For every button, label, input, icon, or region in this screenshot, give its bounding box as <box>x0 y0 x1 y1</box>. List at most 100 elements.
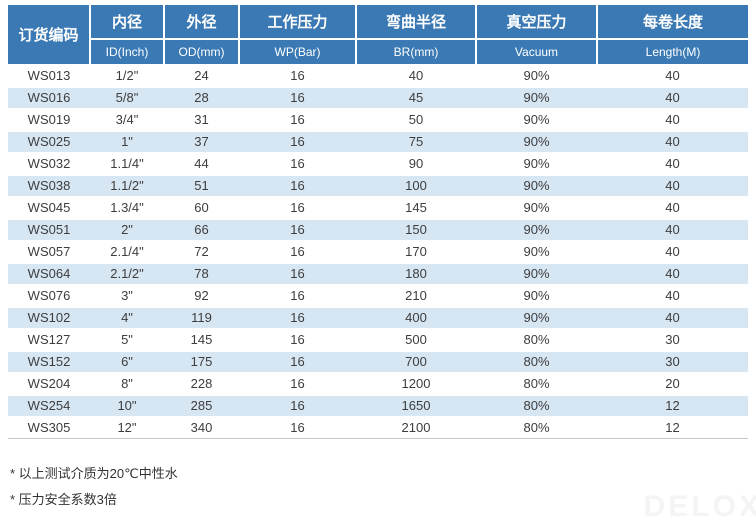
table-row: WS038 1.1/2" 51 16 100 90% 40 <box>8 174 748 197</box>
cell-order-code: WS032 <box>8 152 90 175</box>
cell-vacuum-pressure: 90% <box>476 174 597 197</box>
table-header: 订货编码 内径 外径 工作压力 弯曲半径 真空压力 每卷长度 ID(Inch) … <box>8 5 748 65</box>
cell-roll-length: 40 <box>597 196 748 219</box>
cell-outer-diameter: 72 <box>164 240 239 263</box>
cell-order-code: WS102 <box>8 306 90 329</box>
cell-bend-radius: 210 <box>356 284 476 307</box>
cell-working-pressure: 16 <box>239 262 356 285</box>
cell-inner-diameter: 1.3/4" <box>90 196 164 219</box>
cell-bend-radius: 145 <box>356 196 476 219</box>
table-row: WS013 1/2" 24 16 40 90% 40 <box>8 64 748 87</box>
col-subheader-vacuum: Vacuum <box>475 39 597 65</box>
col-header-outer-diameter: 外径 <box>163 5 239 40</box>
cell-bend-radius: 2100 <box>356 416 476 439</box>
cell-vacuum-pressure: 90% <box>476 108 597 131</box>
cell-inner-diameter: 3/4" <box>90 108 164 131</box>
cell-working-pressure: 16 <box>239 108 356 131</box>
cell-working-pressure: 16 <box>239 240 356 263</box>
table-row: WS076 3" 92 16 210 90% 40 <box>8 284 748 307</box>
catalog-spec-page: 订货编码 内径 外径 工作压力 弯曲半径 真空压力 每卷长度 ID(Inch) … <box>0 5 756 523</box>
cell-roll-length: 40 <box>597 284 748 307</box>
note-safety-factor: * 压力安全系数3倍 <box>10 492 117 507</box>
cell-outer-diameter: 285 <box>164 394 239 417</box>
col-subheader-od-mm: OD(mm) <box>163 39 239 65</box>
cell-vacuum-pressure: 90% <box>476 152 597 175</box>
cell-bend-radius: 1200 <box>356 372 476 395</box>
cell-working-pressure: 16 <box>239 372 356 395</box>
cell-outer-diameter: 28 <box>164 86 239 109</box>
cell-working-pressure: 16 <box>239 152 356 175</box>
cell-outer-diameter: 66 <box>164 218 239 241</box>
footnotes: * 以上测试介质为20℃中性水 * 压力安全系数3倍 <box>10 461 756 513</box>
table-body: WS013 1/2" 24 16 40 90% 40 WS016 5/8" 28 16 45 90% 40… <box>8 64 748 439</box>
cell-vacuum-pressure: 90% <box>476 218 597 241</box>
table-row: WS254 10" 285 16 1650 80% 12 <box>8 394 748 417</box>
cell-roll-length: 30 <box>597 328 748 351</box>
cell-vacuum-pressure: 90% <box>476 86 597 109</box>
cell-vacuum-pressure: 90% <box>476 130 597 153</box>
cell-working-pressure: 16 <box>239 328 356 351</box>
cell-order-code: WS254 <box>8 394 90 417</box>
col-header-roll-length: 每卷长度 <box>596 5 748 40</box>
cell-inner-diameter: 8" <box>90 372 164 395</box>
cell-roll-length: 40 <box>597 152 748 175</box>
cell-bend-radius: 1650 <box>356 394 476 417</box>
cell-outer-diameter: 31 <box>164 108 239 131</box>
cell-order-code: WS305 <box>8 416 90 439</box>
table-row: WS204 8" 228 16 1200 80% 20 <box>8 372 748 395</box>
cell-working-pressure: 16 <box>239 416 356 439</box>
cell-working-pressure: 16 <box>239 306 356 329</box>
table-row: WS045 1.3/4" 60 16 145 90% 40 <box>8 196 748 219</box>
cell-roll-length: 40 <box>597 218 748 241</box>
cell-outer-diameter: 340 <box>164 416 239 439</box>
cell-vacuum-pressure: 90% <box>476 262 597 285</box>
cell-roll-length: 20 <box>597 372 748 395</box>
cell-bend-radius: 150 <box>356 218 476 241</box>
col-header-working-pressure: 工作压力 <box>238 5 356 40</box>
cell-inner-diameter: 2.1/2" <box>90 262 164 285</box>
cell-roll-length: 40 <box>597 262 748 285</box>
cell-working-pressure: 16 <box>239 284 356 307</box>
cell-roll-length: 40 <box>597 240 748 263</box>
cell-working-pressure: 16 <box>239 86 356 109</box>
col-subheader-br-mm: BR(mm) <box>355 39 476 65</box>
cell-roll-length: 12 <box>597 394 748 417</box>
cell-outer-diameter: 78 <box>164 262 239 285</box>
cell-vacuum-pressure: 80% <box>476 328 597 351</box>
cell-roll-length: 12 <box>597 416 748 439</box>
cell-vacuum-pressure: 90% <box>476 196 597 219</box>
cell-bend-radius: 100 <box>356 174 476 197</box>
cell-order-code: WS016 <box>8 86 90 109</box>
cell-bend-radius: 500 <box>356 328 476 351</box>
col-header-inner-diameter: 内径 <box>89 5 164 40</box>
cell-bend-radius: 170 <box>356 240 476 263</box>
col-subheader-wp-bar: WP(Bar) <box>238 39 356 65</box>
cell-roll-length: 40 <box>597 130 748 153</box>
cell-order-code: WS025 <box>8 130 90 153</box>
cell-working-pressure: 16 <box>239 218 356 241</box>
table-row: WS102 4" 119 16 400 90% 40 <box>8 306 748 329</box>
table-row: WS064 2.1/2" 78 16 180 90% 40 <box>8 262 748 285</box>
cell-vacuum-pressure: 80% <box>476 416 597 439</box>
cell-vacuum-pressure: 90% <box>476 284 597 307</box>
cell-working-pressure: 16 <box>239 174 356 197</box>
cell-vacuum-pressure: 90% <box>476 240 597 263</box>
cell-outer-diameter: 175 <box>164 350 239 373</box>
cell-inner-diameter: 3" <box>90 284 164 307</box>
cell-inner-diameter: 1/2" <box>90 64 164 87</box>
cell-roll-length: 40 <box>597 64 748 87</box>
cell-working-pressure: 16 <box>239 350 356 373</box>
cell-inner-diameter: 2.1/4" <box>90 240 164 263</box>
cell-order-code: WS045 <box>8 196 90 219</box>
cell-bend-radius: 700 <box>356 350 476 373</box>
cell-bend-radius: 180 <box>356 262 476 285</box>
col-subheader-length-m: Length(M) <box>596 39 748 65</box>
note-test-medium: * 以上测试介质为20℃中性水 <box>10 466 178 481</box>
col-subheader-id-inch: ID(Inch) <box>89 39 164 65</box>
cell-bend-radius: 45 <box>356 86 476 109</box>
cell-vacuum-pressure: 80% <box>476 372 597 395</box>
cell-inner-diameter: 5/8" <box>90 86 164 109</box>
cell-roll-length: 40 <box>597 86 748 109</box>
cell-bend-radius: 75 <box>356 130 476 153</box>
cell-vacuum-pressure: 90% <box>476 306 597 329</box>
